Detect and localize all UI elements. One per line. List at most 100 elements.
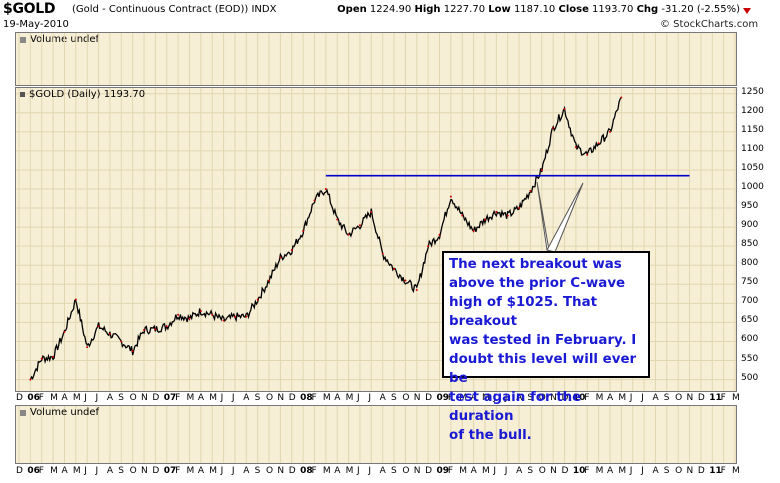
price-point bbox=[461, 214, 464, 217]
x-tick-label: A bbox=[334, 466, 341, 476]
price-point bbox=[563, 107, 566, 110]
x-tick-label: M bbox=[322, 393, 331, 403]
price-point bbox=[415, 289, 418, 291]
x-tick-label: F bbox=[175, 466, 181, 476]
chart-date: 19-May-2010 bbox=[3, 19, 69, 30]
x-tick-label: N bbox=[686, 393, 694, 403]
x-tick-label: A bbox=[334, 393, 341, 403]
x-tick-label: 08 bbox=[300, 466, 313, 476]
close-label: Close bbox=[558, 4, 589, 15]
price-point bbox=[177, 313, 180, 316]
x-tick-label: M bbox=[322, 466, 331, 476]
x-tick-label: S bbox=[118, 393, 124, 403]
x-tick-label: 06 bbox=[27, 466, 40, 476]
x-tick-label: F bbox=[38, 393, 44, 403]
x-tick-label: J bbox=[356, 466, 360, 476]
price-point bbox=[381, 252, 384, 255]
x-tick-label: A bbox=[379, 466, 386, 476]
x-tick-label: M bbox=[72, 466, 81, 476]
x-tick-label: D bbox=[16, 393, 23, 403]
y-tick-label: 1000 bbox=[741, 182, 764, 192]
volume-top-grid bbox=[18, 33, 736, 85]
x-tick-label: A bbox=[606, 466, 614, 476]
price-point bbox=[313, 199, 316, 202]
x-tick-label: J bbox=[220, 393, 224, 403]
price-point bbox=[302, 229, 305, 232]
y-tick-label: 1100 bbox=[741, 143, 764, 154]
annotation-line: high of $1025. That breakout bbox=[449, 295, 598, 329]
x-tick-label: D bbox=[425, 466, 433, 476]
x-tick-label: M bbox=[481, 393, 490, 403]
x-axis-main: D 06 F M A M J J A S O N D 07 F M A M J J A S O N D 08 F M A M J J A S O N D… bbox=[15, 393, 740, 405]
x-tick-label: N bbox=[141, 393, 148, 403]
x-tick-label: M bbox=[595, 466, 604, 476]
x-tick-label: D bbox=[425, 393, 433, 403]
y-tick-label: 1200 bbox=[741, 105, 764, 116]
x-tick-label: D bbox=[288, 393, 296, 403]
x-tick-label: A bbox=[606, 393, 614, 403]
x-tick-label: 08 bbox=[300, 393, 313, 403]
x-tick-label: F bbox=[720, 393, 726, 403]
x-tick-label: A bbox=[243, 466, 250, 476]
x-tick-label: O bbox=[538, 466, 546, 476]
price-point bbox=[483, 218, 486, 221]
x-tick-label: O bbox=[129, 466, 137, 476]
x-tick-label: J bbox=[629, 393, 633, 403]
x-tick-label: S bbox=[391, 393, 397, 403]
x-tick-label: N bbox=[277, 393, 285, 403]
y-tick-label: 1050 bbox=[741, 162, 764, 173]
x-tick-label: M bbox=[186, 466, 195, 476]
y-tick-label: 950 bbox=[741, 201, 759, 212]
price-point bbox=[165, 325, 168, 328]
x-tick-label: J bbox=[504, 393, 508, 403]
price-point bbox=[108, 332, 111, 335]
price-point bbox=[404, 279, 407, 282]
price-point bbox=[438, 233, 441, 236]
x-tick-label: O bbox=[129, 393, 137, 403]
price-point bbox=[74, 298, 77, 301]
x-tick-label: A bbox=[516, 466, 523, 476]
x-tick-label: A bbox=[379, 393, 386, 403]
stockcharts-logo: © StockCharts.com bbox=[660, 19, 759, 30]
high-label: High bbox=[414, 4, 441, 15]
x-tick-label: N bbox=[277, 466, 285, 476]
x-tick-label: J bbox=[629, 466, 633, 476]
legend-square-icon bbox=[20, 36, 26, 43]
x-tick-label: 07 bbox=[163, 393, 177, 403]
x-tick-label: M bbox=[618, 393, 627, 403]
x-tick-label: M bbox=[72, 393, 81, 403]
x-tick-label: J bbox=[220, 466, 224, 476]
y-tick-label: 600 bbox=[741, 334, 759, 345]
x-tick-label: N bbox=[413, 393, 421, 403]
volume-panel-bottom: Volume undef bbox=[15, 405, 737, 464]
price-point bbox=[245, 315, 248, 318]
x-tick-label: J bbox=[84, 393, 87, 403]
x-tick-label: M bbox=[732, 466, 740, 476]
price-point bbox=[268, 279, 271, 282]
x-tick-label: A bbox=[243, 393, 250, 403]
price-point bbox=[290, 248, 293, 251]
symbol-description: (Gold - Continuous Contract (EOD)) INDX bbox=[72, 4, 277, 15]
x-tick-label: M bbox=[50, 466, 58, 476]
price-point bbox=[154, 328, 157, 331]
x-tick-label: 10 bbox=[572, 466, 586, 476]
x-tick-label: O bbox=[266, 466, 274, 476]
x-tick-label: O bbox=[402, 466, 410, 476]
price-point bbox=[211, 313, 214, 316]
x-tick-label: A bbox=[197, 466, 204, 476]
price-point bbox=[370, 210, 373, 213]
legend-square-icon bbox=[20, 92, 25, 97]
price-point bbox=[552, 127, 555, 130]
x-tick-label: A bbox=[61, 393, 68, 403]
annotation-box: The next breakout was above the prior C-w… bbox=[442, 251, 650, 443]
x-tick-label: S bbox=[527, 466, 534, 476]
x-tick-label: A bbox=[652, 466, 659, 476]
annotation-line: above the prior C-wave bbox=[449, 276, 626, 291]
x-tick-label: M bbox=[618, 466, 627, 476]
price-point bbox=[63, 330, 66, 333]
x-tick-label: F bbox=[584, 393, 590, 403]
x-tick-label: N bbox=[550, 393, 557, 403]
x-tick-label: N bbox=[550, 466, 557, 476]
x-tick-label: J bbox=[231, 393, 235, 403]
y-tick-label: 900 bbox=[741, 220, 759, 231]
